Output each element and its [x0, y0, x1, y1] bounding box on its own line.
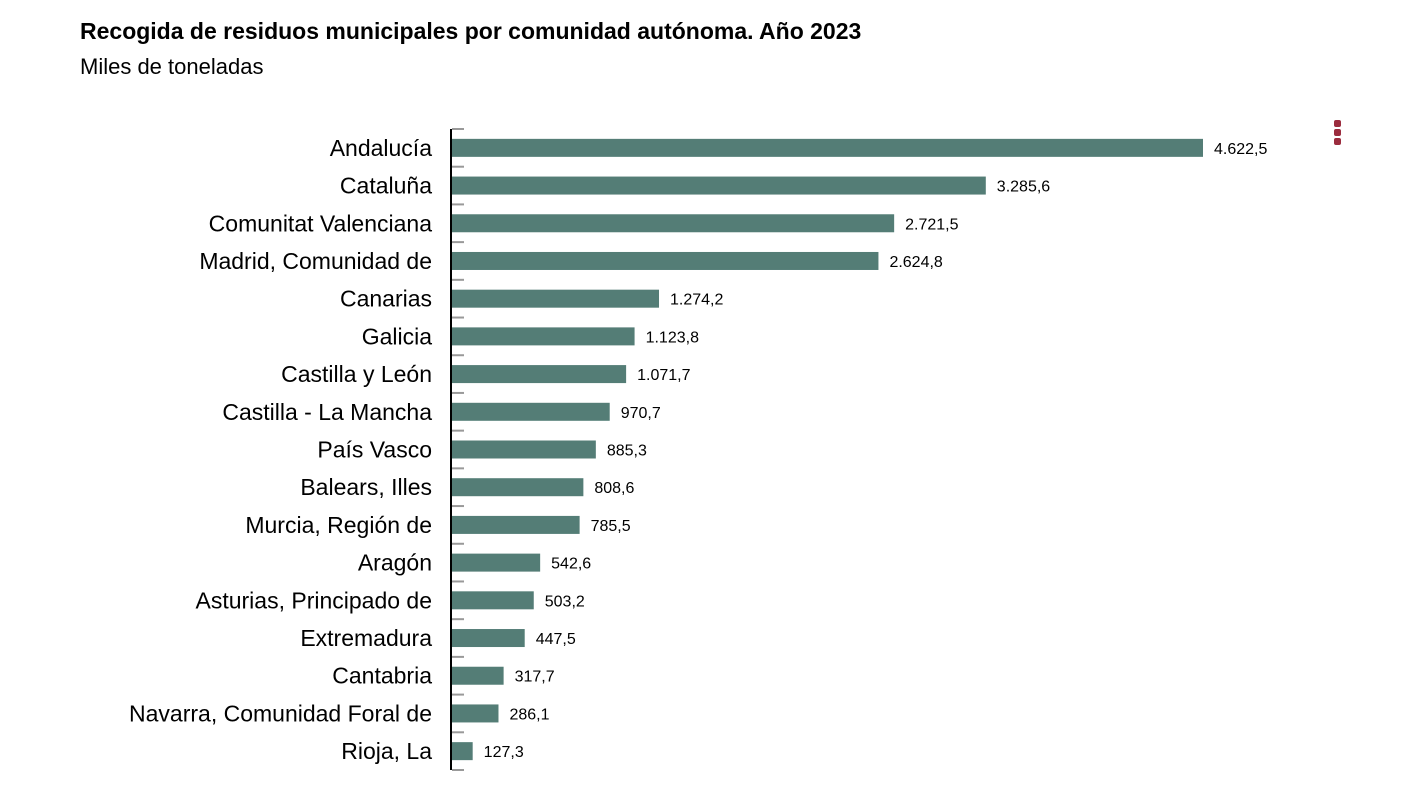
data-label: 785,5	[591, 518, 631, 535]
data-label: 3.285,6	[997, 179, 1050, 196]
bar	[452, 138, 1203, 157]
category-label: Galicia	[362, 323, 433, 349]
bar	[452, 440, 596, 459]
data-label: 503,2	[545, 593, 585, 610]
bar	[452, 666, 504, 685]
category-label: Andalucía	[330, 135, 433, 161]
data-label: 1.274,2	[670, 292, 723, 309]
data-label: 1.071,7	[637, 367, 690, 384]
data-label: 885,3	[607, 443, 647, 460]
bar	[452, 553, 541, 572]
bar	[452, 591, 534, 610]
category-label: Asturias, Principado de	[195, 587, 432, 613]
category-label: Madrid, Comunidad de	[199, 248, 432, 274]
data-label: 808,6	[594, 480, 634, 497]
bar	[452, 327, 635, 346]
chart-subtitle: Miles de toneladas	[80, 54, 264, 79]
category-label: Extremadura	[300, 625, 432, 651]
category-label: Castilla - La Mancha	[222, 399, 432, 425]
kebab-menu-icon[interactable]	[1331, 120, 1343, 150]
category-label: Canarias	[340, 286, 432, 312]
bar	[452, 742, 473, 761]
chart-title: Recogida de residuos municipales por com…	[80, 18, 862, 44]
category-label: Cantabria	[332, 663, 432, 689]
data-label: 286,1	[509, 706, 549, 723]
bar	[452, 251, 879, 270]
bar	[452, 402, 610, 421]
bar	[452, 289, 660, 308]
category-label: Cataluña	[340, 173, 432, 199]
data-label: 542,6	[551, 556, 591, 573]
category-label: Aragón	[358, 550, 432, 576]
category-label: Murcia, Región de	[245, 512, 432, 538]
data-label: 4.622,5	[1214, 141, 1267, 158]
bar	[452, 629, 525, 648]
category-label: Navarra, Comunidad Foral de	[129, 700, 432, 726]
bar	[452, 704, 499, 723]
category-label: Castilla y León	[281, 361, 432, 387]
data-label: 1.123,8	[646, 329, 699, 346]
data-label: 2.624,8	[889, 254, 942, 271]
bar	[452, 365, 627, 384]
bar	[452, 478, 584, 497]
data-label: 317,7	[515, 669, 555, 686]
bar	[452, 515, 580, 534]
category-label: País Vasco	[317, 437, 432, 463]
data-label: 970,7	[621, 405, 661, 422]
bar	[452, 176, 986, 195]
data-label: 127,3	[484, 744, 524, 761]
data-label: 447,5	[536, 631, 576, 648]
category-label: Balears, Illes	[300, 474, 432, 500]
category-label: Rioja, La	[341, 738, 432, 764]
data-label: 2.721,5	[905, 216, 958, 233]
bar	[452, 214, 895, 233]
category-label: Comunitat Valenciana	[209, 210, 433, 236]
